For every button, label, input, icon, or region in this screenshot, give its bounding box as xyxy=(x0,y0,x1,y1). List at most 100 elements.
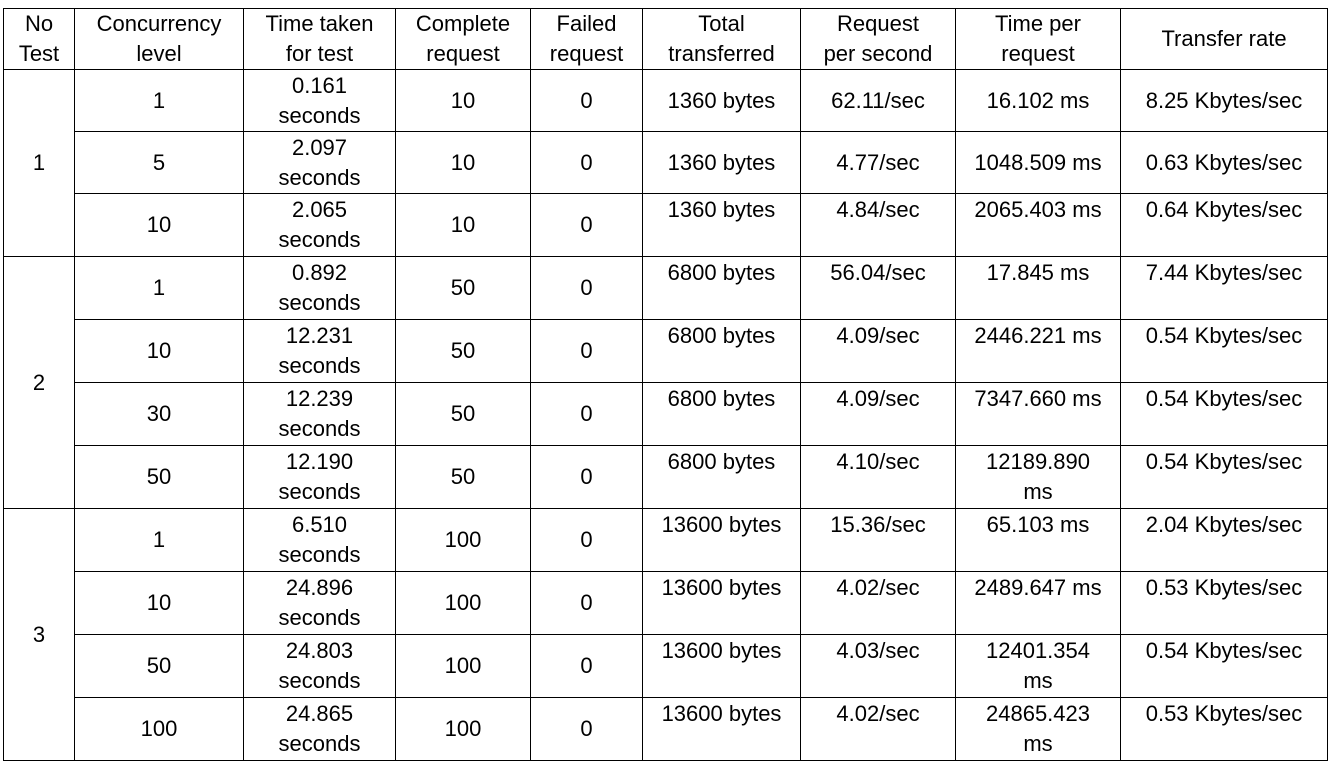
cell-failed-request: 0 xyxy=(530,571,643,635)
cell-complete-request: 10 xyxy=(395,131,531,194)
cell-time-taken: 24.865 seconds xyxy=(243,697,396,761)
cell-time-per-request: 12401.354 ms xyxy=(955,634,1121,698)
cell-time-per-request: 2065.403 ms xyxy=(955,193,1121,257)
cell-failed-request: 0 xyxy=(530,69,643,132)
results-table: No Test Concurrency level Time taken for te… xyxy=(3,8,1328,761)
cell-failed-request: 0 xyxy=(530,508,643,572)
cell-failed-request: 0 xyxy=(530,256,643,320)
cell-time-taken: 12.190 seconds xyxy=(243,445,396,509)
cell-concurrency: 50 xyxy=(74,445,244,509)
cell-time-taken: 0.161 seconds xyxy=(243,69,396,132)
table-row: 3 1 6.510 seconds 100 0 13600 bytes 15.36/sec 65… xyxy=(3,508,1328,761)
cell-concurrency: 30 xyxy=(74,382,244,446)
cell-time-taken: 2.097 seconds xyxy=(243,131,396,194)
cell-failed-request: 0 xyxy=(530,445,643,509)
header-failed-request: Failed request xyxy=(530,8,643,70)
cell-failed-request: 0 xyxy=(530,382,643,446)
table-row: 5 2.097 seconds 10 0 1360 bytes 4.77/sec 1048.5… xyxy=(4,131,1328,194)
table-row: 10 24.896 seconds 100 0 13600 bytes 4.02/sec 24… xyxy=(4,571,1328,635)
table-row: 10 12.231 seconds 50 0 6800 bytes 4.09/sec 2446… xyxy=(4,319,1328,383)
cell-time-taken: 12.231 seconds xyxy=(243,319,396,383)
cell-request-per-second: 4.09/sec xyxy=(800,382,956,446)
cell-transfer-rate: 0.54 Kbytes/sec xyxy=(1120,634,1328,698)
header-concurrency-level: Concurrency level xyxy=(74,8,244,70)
cell-time-per-request: 17.845 ms xyxy=(955,256,1121,320)
cell-concurrency: 100 xyxy=(74,697,244,761)
header-transfer-rate: Transfer rate xyxy=(1120,8,1328,70)
header-request-per-second: Request per second xyxy=(800,8,956,70)
cell-transfer-rate: 0.54 Kbytes/sec xyxy=(1120,382,1328,446)
cell-failed-request: 0 xyxy=(530,131,643,194)
cell-total-transferred: 6800 bytes xyxy=(642,319,801,383)
table-row: 2 1 0.892 seconds 50 0 6800 bytes 56.04/sec 17.8… xyxy=(3,256,1328,509)
cell-total-transferred: 13600 bytes xyxy=(642,634,801,698)
cell-test-no: 2 xyxy=(3,256,75,509)
cell-concurrency: 1 xyxy=(74,508,244,572)
cell-time-per-request: 2446.221 ms xyxy=(955,319,1121,383)
header-no-test: No Test xyxy=(3,8,75,70)
cell-time-per-request: 7347.660 ms xyxy=(955,382,1121,446)
table-body: 1 1 0.161 seconds 10 0 1360 bytes 62.11/sec 16.1… xyxy=(3,69,1328,761)
cell-total-transferred: 1360 bytes xyxy=(642,193,801,257)
table-row: 10 2.065 seconds 10 0 1360 bytes 4.84/sec 2065.… xyxy=(4,193,1328,257)
cell-time-taken: 6.510 seconds xyxy=(243,508,396,572)
cell-concurrency: 1 xyxy=(74,69,244,132)
cell-request-per-second: 62.11/sec xyxy=(800,69,956,132)
cell-total-transferred: 13600 bytes xyxy=(642,508,801,572)
table-row: 50 24.803 seconds 100 0 13600 bytes 4.03/sec 12… xyxy=(4,634,1328,698)
cell-transfer-rate: 0.54 Kbytes/sec xyxy=(1120,445,1328,509)
cell-failed-request: 0 xyxy=(530,193,643,257)
cell-test-no: 3 xyxy=(3,508,75,761)
cell-time-taken: 0.892 seconds xyxy=(243,256,396,320)
header-complete-request: Complete request xyxy=(395,8,531,70)
table-row: 1 1 0.161 seconds 10 0 1360 bytes 62.11/sec 16.1… xyxy=(3,69,1328,257)
table-row: 50 12.190 seconds 50 0 6800 bytes 4.10/sec 1218… xyxy=(4,445,1328,509)
cell-concurrency: 10 xyxy=(74,571,244,635)
cell-complete-request: 50 xyxy=(395,256,531,320)
cell-time-per-request: 12189.890 ms xyxy=(955,445,1121,509)
cell-concurrency: 10 xyxy=(74,319,244,383)
cell-complete-request: 100 xyxy=(395,634,531,698)
cell-request-per-second: 4.10/sec xyxy=(800,445,956,509)
cell-complete-request: 10 xyxy=(395,193,531,257)
table-row: 30 12.239 seconds 50 0 6800 bytes 4.09/sec 7347… xyxy=(4,382,1328,446)
cell-complete-request: 10 xyxy=(395,69,531,132)
cell-failed-request: 0 xyxy=(530,697,643,761)
table-row: 100 24.865 seconds 100 0 13600 bytes 4.02/sec 2… xyxy=(4,697,1328,761)
cell-failed-request: 0 xyxy=(530,319,643,383)
cell-transfer-rate: 0.53 Kbytes/sec xyxy=(1120,697,1328,761)
cell-failed-request: 0 xyxy=(530,634,643,698)
cell-concurrency: 50 xyxy=(74,634,244,698)
cell-request-per-second: 4.09/sec xyxy=(800,319,956,383)
header-row: No Test Concurrency level Time taken for te… xyxy=(3,8,1328,70)
header-time-taken: Time taken for test xyxy=(243,8,396,70)
cell-complete-request: 100 xyxy=(395,697,531,761)
cell-time-per-request: 65.103 ms xyxy=(955,508,1121,572)
cell-total-transferred: 6800 bytes xyxy=(642,382,801,446)
cell-complete-request: 100 xyxy=(395,571,531,635)
cell-request-per-second: 56.04/sec xyxy=(800,256,956,320)
cell-transfer-rate: 0.63 Kbytes/sec xyxy=(1120,131,1328,194)
cell-time-taken: 2.065 seconds xyxy=(243,193,396,257)
cell-transfer-rate: 0.54 Kbytes/sec xyxy=(1120,319,1328,383)
cell-time-per-request: 24865.423 ms xyxy=(955,697,1121,761)
cell-request-per-second: 15.36/sec xyxy=(800,508,956,572)
cell-request-per-second: 4.03/sec xyxy=(800,634,956,698)
cell-complete-request: 100 xyxy=(395,508,531,572)
cell-time-taken: 24.803 seconds xyxy=(243,634,396,698)
cell-total-transferred: 13600 bytes xyxy=(642,697,801,761)
cell-request-per-second: 4.77/sec xyxy=(800,131,956,194)
cell-transfer-rate: 7.44 Kbytes/sec xyxy=(1120,256,1328,320)
cell-concurrency: 1 xyxy=(74,256,244,320)
cell-transfer-rate: 0.64 Kbytes/sec xyxy=(1120,193,1328,257)
cell-complete-request: 50 xyxy=(395,445,531,509)
header-total-transferred: Total transferred xyxy=(642,8,801,70)
cell-request-per-second: 4.84/sec xyxy=(800,193,956,257)
cell-time-per-request: 1048.509 ms xyxy=(955,131,1121,194)
cell-request-per-second: 4.02/sec xyxy=(800,697,956,761)
cell-transfer-rate: 0.53 Kbytes/sec xyxy=(1120,571,1328,635)
cell-total-transferred: 6800 bytes xyxy=(642,256,801,320)
cell-time-taken: 24.896 seconds xyxy=(243,571,396,635)
cell-concurrency: 5 xyxy=(74,131,244,194)
cell-total-transferred: 6800 bytes xyxy=(642,445,801,509)
